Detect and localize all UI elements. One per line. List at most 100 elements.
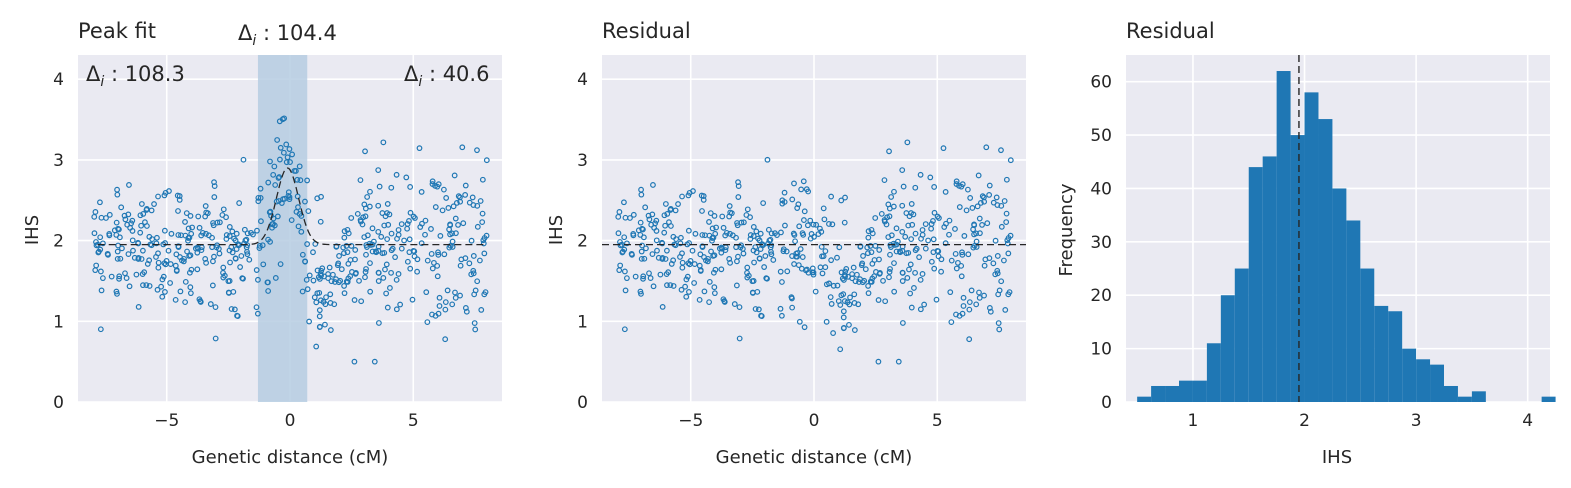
scatter-point: [959, 181, 966, 188]
scatter-point: [682, 283, 689, 290]
scatter-point: [138, 222, 145, 229]
scatter-point: [233, 230, 240, 237]
scatter-point: [1004, 240, 1011, 247]
scatter-point: [395, 227, 402, 233]
scatter-point: [819, 270, 826, 277]
scatter-point: [271, 163, 278, 170]
scatter-point: [363, 266, 369, 272]
scatter-point: [983, 144, 990, 151]
scatter-point: [709, 237, 715, 244]
x-axis-label: Genetic distance (cM): [192, 447, 389, 468]
scatter-point: [267, 158, 273, 165]
scatter-point: [637, 288, 644, 295]
scatter-point: [371, 358, 378, 365]
scatter-point: [209, 282, 216, 289]
scatter-point: [751, 259, 757, 266]
scatter-point: [185, 237, 191, 244]
scatter-point: [277, 156, 283, 163]
scatter-point: [925, 237, 932, 244]
scatter-point: [117, 255, 124, 262]
scatter-point: [772, 230, 778, 237]
scatter-point: [689, 247, 696, 254]
scatter-point: [348, 215, 355, 221]
scatter-point: [238, 253, 245, 259]
scatter-point: [316, 313, 323, 320]
scatter-point: [118, 204, 125, 211]
scatter-point: [726, 203, 733, 209]
scatter-point: [909, 221, 916, 228]
scatter-point: [659, 303, 666, 310]
y-tick-labels: 0 1 2 3 4: [53, 70, 64, 413]
scatter-point: [830, 330, 837, 336]
scatter-point: [664, 210, 671, 217]
scatter-point: [114, 290, 120, 297]
scatter-point: [946, 231, 952, 238]
scatter-point: [177, 288, 184, 295]
scatter-point: [332, 279, 338, 285]
scatter-point: [893, 225, 900, 232]
scatter-point: [173, 251, 180, 258]
y-tick-label: 20: [1090, 286, 1112, 306]
scatter-point: [460, 220, 467, 227]
scatter-point: [867, 243, 874, 249]
scatter-point: [837, 346, 844, 353]
scatter-point: [385, 221, 392, 228]
scatter-point: [966, 299, 973, 306]
scatter-point: [727, 230, 733, 237]
scatter-point: [663, 247, 670, 254]
y-tick-label: 3: [53, 151, 64, 171]
scatter-point: [227, 259, 233, 266]
scatter-point: [328, 278, 335, 285]
scatter-point: [1005, 291, 1012, 298]
scatter-point: [325, 271, 331, 277]
scatter-point: [253, 304, 260, 311]
x-tick-label: 5: [408, 411, 419, 431]
scatter-point: [322, 301, 329, 308]
scatter-point: [710, 252, 717, 259]
scatter-point: [416, 145, 423, 152]
scatter-point: [326, 264, 333, 271]
histogram-bar: [1137, 396, 1152, 402]
scatter-point: [953, 178, 960, 185]
scatter-point: [304, 177, 311, 184]
scatter-point: [472, 287, 479, 294]
scatter-point: [885, 201, 892, 208]
scatter-point: [709, 225, 716, 232]
scatter-point: [668, 261, 675, 267]
scatter-point: [935, 253, 942, 260]
scatter-point: [419, 220, 425, 227]
scatter-point: [210, 258, 216, 265]
scatter-point: [481, 250, 488, 257]
scatter-point: [97, 199, 103, 206]
scatter-point: [375, 278, 382, 284]
scatter-point: [887, 266, 893, 272]
scatter-point: [638, 255, 645, 262]
y-tick-labels: 0 1 2 3 4: [577, 70, 588, 413]
scatter-point: [875, 358, 882, 365]
scatter-point: [646, 270, 652, 277]
histogram-bar: [1206, 343, 1221, 402]
scatter-point: [333, 276, 339, 283]
scatter-point: [395, 271, 402, 277]
x-tick-label: 5: [932, 411, 943, 431]
scatter-point: [621, 199, 627, 206]
x-tick-label: 3: [1411, 411, 1422, 431]
scatter-point: [750, 278, 757, 284]
scatter-point: [840, 314, 847, 321]
scatter-point: [820, 205, 827, 212]
scatter-point: [449, 301, 456, 308]
scatter-point: [704, 258, 711, 265]
scatter-point: [367, 260, 373, 267]
histogram-bar: [1262, 156, 1277, 402]
scatter-point: [791, 261, 797, 267]
scatter-point: [314, 267, 321, 274]
scatter-point: [361, 201, 368, 208]
scatter-point: [887, 251, 893, 258]
scatter-point: [653, 237, 660, 244]
scatter-point: [783, 248, 790, 255]
delta-annotation-right: Δi : 40.6: [404, 62, 489, 90]
x-tick-label: 1: [1188, 411, 1199, 431]
scatter-point: [182, 219, 188, 225]
scatter-point: [851, 291, 858, 298]
scatter-point: [856, 279, 862, 285]
